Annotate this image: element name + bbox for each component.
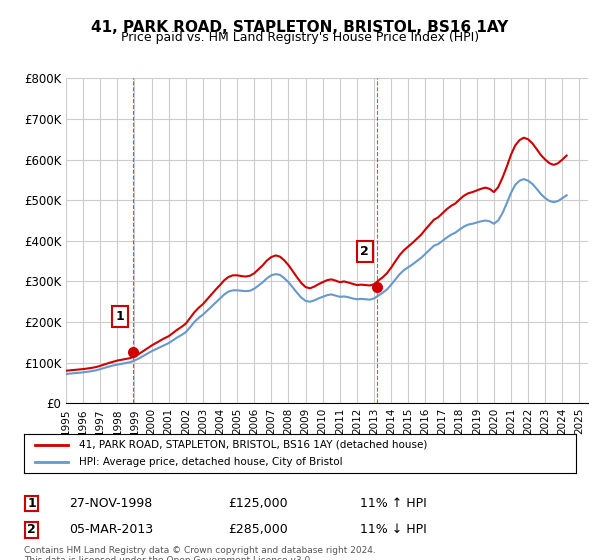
Text: 41, PARK ROAD, STAPLETON, BRISTOL, BS16 1AY (detached house): 41, PARK ROAD, STAPLETON, BRISTOL, BS16 …: [79, 440, 428, 450]
Text: 1: 1: [116, 310, 124, 323]
Text: HPI: Average price, detached house, City of Bristol: HPI: Average price, detached house, City…: [79, 457, 343, 467]
Text: 2: 2: [28, 523, 36, 536]
Text: 05-MAR-2013: 05-MAR-2013: [69, 523, 153, 536]
Text: Price paid vs. HM Land Registry's House Price Index (HPI): Price paid vs. HM Land Registry's House …: [121, 31, 479, 44]
Text: 11% ↓ HPI: 11% ↓ HPI: [360, 523, 427, 536]
Text: Contains HM Land Registry data © Crown copyright and database right 2024.
This d: Contains HM Land Registry data © Crown c…: [24, 546, 376, 560]
Text: £125,000: £125,000: [228, 497, 287, 510]
Text: 2: 2: [361, 245, 369, 258]
Text: 41, PARK ROAD, STAPLETON, BRISTOL, BS16 1AY: 41, PARK ROAD, STAPLETON, BRISTOL, BS16 …: [91, 20, 509, 35]
Text: £285,000: £285,000: [228, 523, 288, 536]
Text: 1: 1: [28, 497, 36, 510]
Text: 11% ↑ HPI: 11% ↑ HPI: [360, 497, 427, 510]
Text: 27-NOV-1998: 27-NOV-1998: [69, 497, 152, 510]
